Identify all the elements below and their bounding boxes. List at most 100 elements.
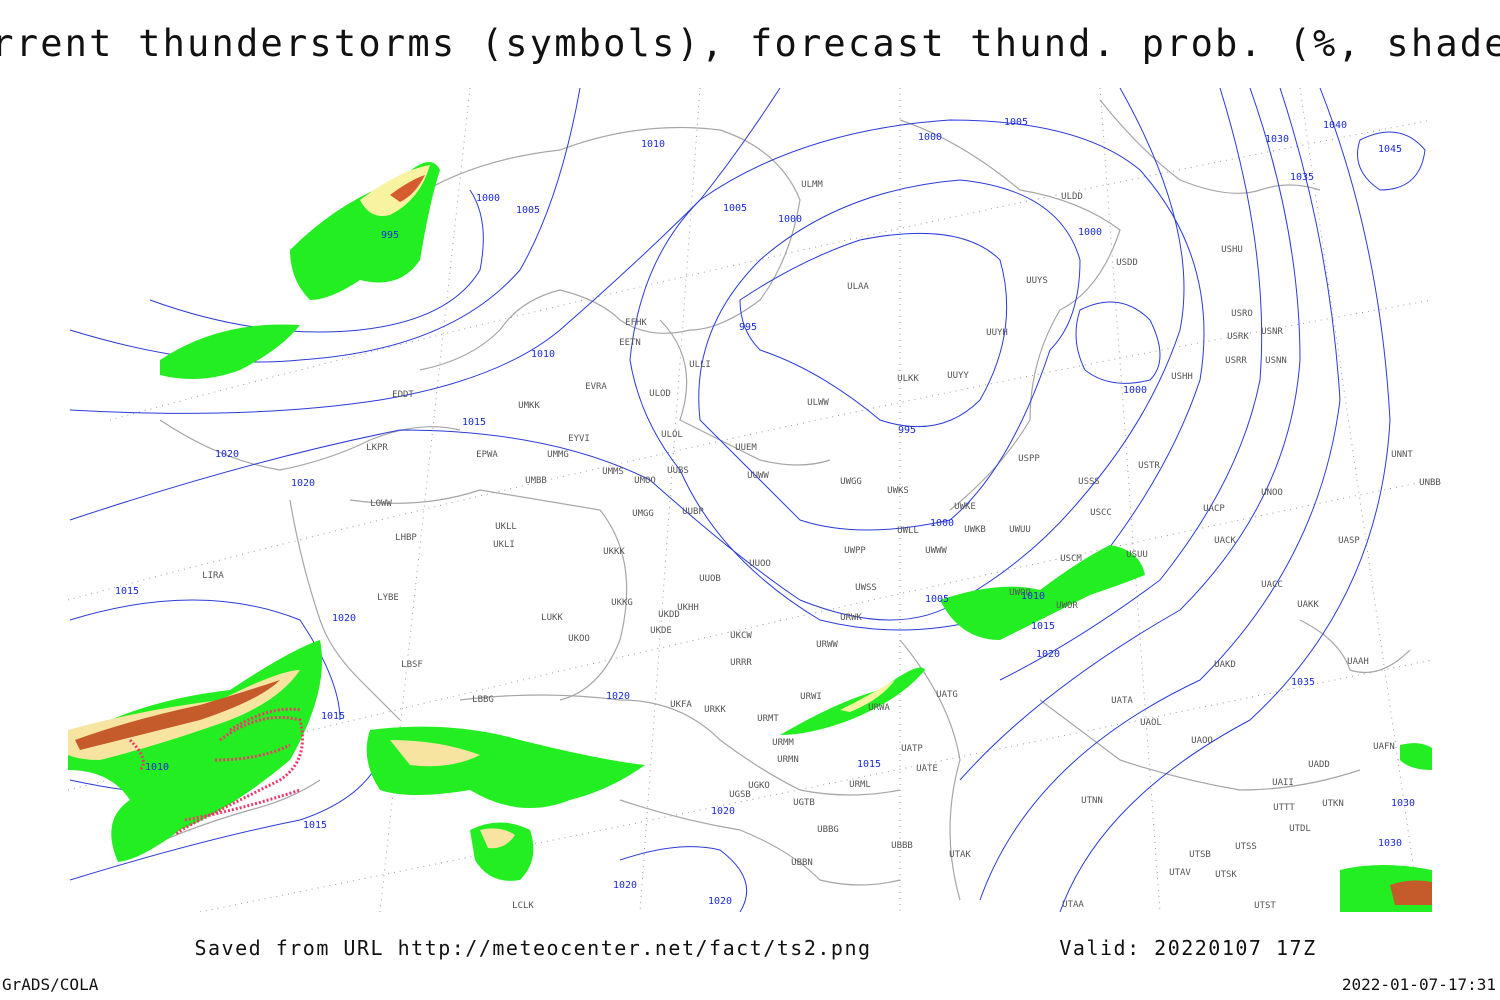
thunder-probability <box>68 162 1432 912</box>
station-code: ULOD <box>649 389 671 399</box>
station-code: EFHK <box>625 318 647 328</box>
station-code: UMMG <box>547 450 569 460</box>
isobar-label: 1000 <box>476 193 500 204</box>
station-code: UAKK <box>1297 600 1319 610</box>
station-code: USUU <box>1126 550 1148 560</box>
station-code: UWOR <box>1056 601 1078 611</box>
station-code: UACC <box>1261 580 1283 590</box>
station-code: UAAH <box>1347 657 1369 667</box>
isobar-label: 1015 <box>857 759 881 770</box>
station-code: UAOO <box>1191 736 1213 746</box>
station-code: USRR <box>1225 356 1247 366</box>
isobar-label: 1005 <box>516 205 540 216</box>
isobar-label: 1010 <box>641 139 665 150</box>
station-code: UUYY <box>947 371 969 381</box>
station-code: USDD <box>1116 258 1138 268</box>
station-code: UUEM <box>735 443 757 453</box>
station-code: ULWW <box>807 398 829 408</box>
isobar-label: 1015 <box>462 417 486 428</box>
station-code: UACK <box>1214 536 1236 546</box>
station-code: UKCW <box>730 631 752 641</box>
station-code: UTNN <box>1081 796 1103 806</box>
station-code: ULKK <box>897 374 919 384</box>
thunderstorm-symbols <box>128 707 304 837</box>
station-code: UWWW <box>925 546 947 556</box>
station-code: UUBS <box>667 466 689 476</box>
isobar-label: 1035 <box>1291 677 1315 688</box>
isobar-label: 1000 <box>1078 227 1102 238</box>
station-code: UATG <box>936 690 958 700</box>
station-code: URMN <box>777 755 799 765</box>
station-code: USPP <box>1018 454 1040 464</box>
station-code: UNOO <box>1261 488 1283 498</box>
station-code: UUWW <box>747 471 769 481</box>
station-code: UKFA <box>670 700 692 710</box>
isobar-label: 1010 <box>531 349 555 360</box>
station-code: USNN <box>1265 356 1287 366</box>
station-code: UGKO <box>748 781 770 791</box>
station-code: UTSS <box>1235 842 1257 852</box>
station-code: UTAA <box>1062 900 1084 910</box>
station-code: EPWA <box>476 450 498 460</box>
station-code: UUOO <box>749 559 771 569</box>
isobar-label: 1020 <box>291 478 315 489</box>
station-code: UKLI <box>493 540 515 550</box>
station-code: EDDT <box>392 390 414 400</box>
station-code: UUOB <box>699 574 721 584</box>
isobar-label: 1005 <box>1004 117 1028 128</box>
station-code: UAOL <box>1140 718 1162 728</box>
source-url: Saved from URL http://meteocenter.net/fa… <box>194 936 871 960</box>
station-code: UKHH <box>677 603 699 613</box>
isobar-label: 1030 <box>1378 838 1402 849</box>
station-code: EETN <box>619 338 641 348</box>
station-code: USRK <box>1227 332 1249 342</box>
station-code: UASP <box>1338 536 1360 546</box>
isobars <box>69 88 1426 912</box>
valid-time: Valid: 20220107 17Z <box>1059 936 1316 960</box>
station-code: UMKK <box>518 401 540 411</box>
station-code: URWA <box>868 703 890 713</box>
station-code: USHU <box>1221 245 1243 255</box>
station-code: LCLK <box>512 901 534 911</box>
station-code: USHH <box>1171 372 1193 382</box>
title: Current thunderstorms (symbols), forecas… <box>0 22 1500 65</box>
isobar-label: 1020 <box>332 613 356 624</box>
isobar-label: 1015 <box>303 820 327 831</box>
station-code: USRO <box>1231 309 1253 319</box>
isobar-label: 1020 <box>1036 649 1060 660</box>
station-code: UTST <box>1254 901 1276 911</box>
station-code: UTSK <box>1215 870 1237 880</box>
station-code: UKOO <box>568 634 590 644</box>
isobar-label: 1020 <box>215 449 239 460</box>
isobar-label: 1005 <box>925 594 949 605</box>
station-code: URMT <box>757 714 779 724</box>
station-code: URKK <box>704 705 726 715</box>
isobar-label: 1040 <box>1323 120 1347 131</box>
station-code: URRR <box>730 658 752 668</box>
station-code: USCC <box>1090 508 1112 518</box>
station-code: UMMS <box>602 467 624 477</box>
isobar-label: 1035 <box>1290 172 1314 183</box>
isobar-label: 1000 <box>918 132 942 143</box>
map-frame <box>68 88 1432 912</box>
station-code: UWOO <box>1009 588 1031 598</box>
isobar-label: 1000 <box>1123 385 1147 396</box>
station-code: LUKK <box>541 613 563 623</box>
station-code: LBSF <box>401 660 423 670</box>
isobar-label: 1020 <box>711 806 735 817</box>
station-code: EVRA <box>585 382 607 392</box>
station-code: UWSS <box>855 583 877 593</box>
station-code: URWW <box>816 640 838 650</box>
isobar-label: 1000 <box>778 214 802 225</box>
station-code: UATA <box>1111 696 1133 706</box>
software-credit: GrADS/COLA <box>2 975 99 994</box>
station-code: URML <box>849 780 871 790</box>
station-code: UKKK <box>603 547 625 557</box>
station-code: UNBB <box>1419 478 1441 488</box>
station-code: LKPR <box>366 443 388 453</box>
coastlines <box>119 99 1411 901</box>
station-code: ULMM <box>801 180 823 190</box>
station-code: UTSB <box>1189 850 1211 860</box>
